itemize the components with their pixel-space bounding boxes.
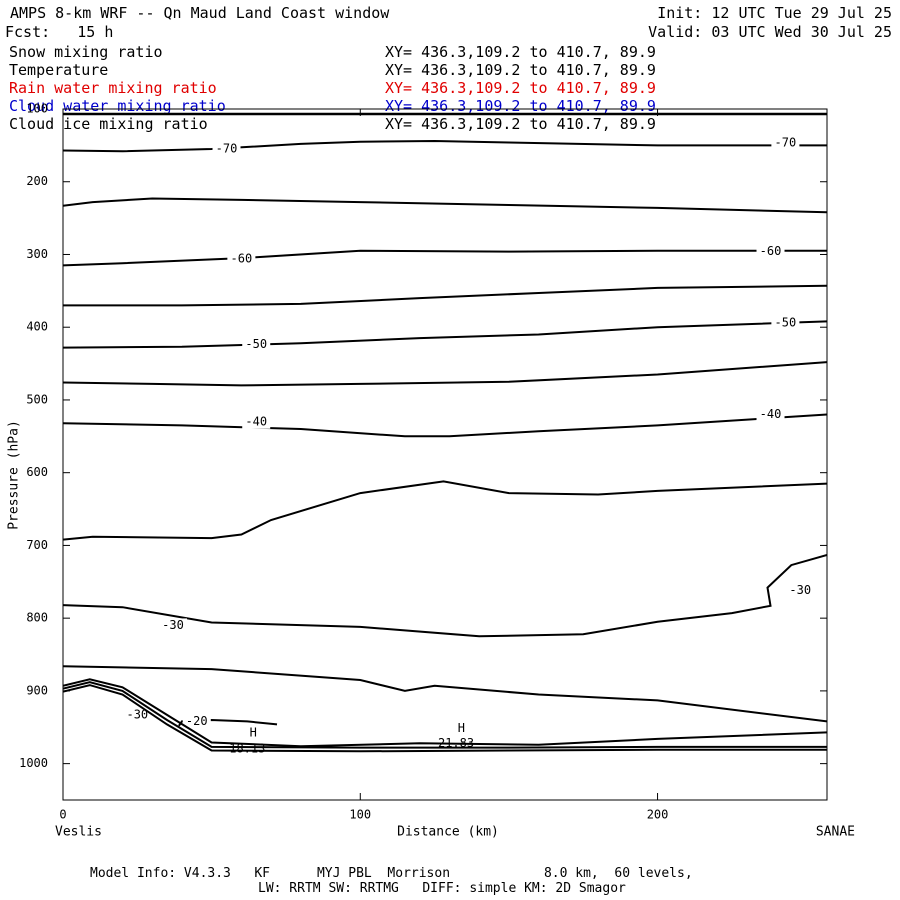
- y-axis-label: Pressure (hPa): [7, 420, 22, 530]
- y-tick-label: 300: [26, 247, 48, 261]
- x-endpoint-left-label: Veslis: [55, 825, 102, 840]
- isotherm-line: [63, 284, 827, 307]
- isotherm-label-bg: [227, 251, 256, 266]
- y-tick-label: 200: [26, 174, 48, 188]
- footer-physics-info: LW: RRTM SW: RRTMG DIFF: simple KM: 2D S…: [258, 881, 626, 896]
- legend-entry-name: Temperature: [9, 61, 109, 79]
- extremum-annotation: H: [458, 721, 465, 735]
- isotherm-label-bg: [242, 414, 271, 429]
- isotherm-label: -30: [162, 618, 184, 632]
- surface-line: [63, 681, 827, 749]
- legend-entry-xy: XY= 436.3,109.2 to 410.7, 89.9: [385, 43, 656, 61]
- y-tick-label: 100: [26, 102, 48, 116]
- x-tick-label: 0: [59, 808, 66, 822]
- isotherm-line: [63, 480, 827, 541]
- forecast-hour: Fcst: 15 h: [5, 23, 114, 41]
- isotherm-line: [63, 320, 827, 349]
- y-tick-label: 700: [26, 538, 48, 552]
- plot-frame: [62, 108, 828, 801]
- isotherm-label: -60: [231, 251, 253, 265]
- valid-time: Valid: 03 UTC Wed 30 Jul 25: [648, 23, 892, 41]
- isotherm-label: -20: [186, 714, 208, 728]
- isotherm-label: -50: [245, 337, 267, 351]
- legend-entry-xy: XY= 436.3,109.2 to 410.7, 89.9: [385, 97, 656, 115]
- isotherm-label: -40: [245, 414, 267, 428]
- isotherm-label: -40: [760, 407, 782, 421]
- isotherm-label-bg: [771, 315, 800, 330]
- isotherm-label: -60: [760, 244, 782, 258]
- isotherm-label: -50: [775, 315, 797, 329]
- legend-entry-xy: XY= 436.3,109.2 to 410.7, 89.9: [385, 79, 656, 97]
- isotherm-label: -70: [775, 136, 797, 150]
- legend-entry-name: Cloud ice mixing ratio: [9, 115, 208, 133]
- legend-entry-name: Cloud water mixing ratio: [9, 97, 226, 115]
- isotherm-label-bg: [242, 337, 271, 352]
- isotherm-label-bg: [158, 618, 187, 633]
- isotherm-label: -30: [126, 707, 148, 721]
- isotherm-label-bg: [212, 142, 241, 157]
- surface-line: [63, 684, 827, 753]
- isotherm-label-bg: [786, 583, 815, 598]
- x-endpoint-right-label: SANAE: [816, 825, 855, 840]
- isotherm-label-bg: [756, 244, 785, 259]
- legend-entry-name: Rain water mixing ratio: [9, 79, 217, 97]
- init-time: Init: 12 UTC Tue 29 Jul 25: [657, 4, 892, 22]
- isotherm-label: -30: [789, 583, 811, 597]
- isotherm-label: -70: [216, 142, 238, 156]
- isotherm-line: [63, 361, 827, 387]
- chart-title: AMPS 8-km WRF -- Qn Maud Land Coast wind…: [10, 4, 390, 22]
- legend-entry-name: Snow mixing ratio: [9, 43, 163, 61]
- isotherm-label-bg: [756, 407, 785, 422]
- y-tick-label: 500: [26, 392, 48, 406]
- extremum-annotation: -21.83: [431, 736, 474, 750]
- isotherm-line: [63, 413, 827, 438]
- isotherm-line: [63, 665, 827, 723]
- y-tick-label: 600: [26, 465, 48, 479]
- y-tick-label: 1000: [19, 756, 48, 770]
- isotherm-line: [63, 249, 827, 267]
- footer-model-info: Model Info: V4.3.3 KF MYJ PBL Morrison 8…: [90, 866, 693, 881]
- isotherm-label-bg: [771, 136, 800, 151]
- extremum-annotation: 18.13: [229, 742, 265, 756]
- legend-entry-xy: XY= 436.3,109.2 to 410.7, 89.9: [385, 61, 656, 79]
- isotherm-line: [63, 553, 827, 638]
- isotherm-label-bg: [123, 707, 152, 722]
- x-tick-label: 100: [349, 808, 371, 822]
- y-tick-label: 900: [26, 683, 48, 697]
- y-tick-label: 800: [26, 611, 48, 625]
- x-tick-label: 200: [647, 808, 669, 822]
- x-axis-label: Distance (km): [397, 825, 499, 840]
- surface-line: [63, 678, 827, 748]
- extremum-annotation: H: [250, 726, 257, 740]
- y-tick-label: 400: [26, 320, 48, 334]
- isotherm-label-bg: [182, 714, 211, 729]
- isotherm-line: [63, 197, 827, 214]
- isotherm-line: [63, 139, 827, 153]
- legend-entry-xy: XY= 436.3,109.2 to 410.7, 89.9: [385, 115, 656, 133]
